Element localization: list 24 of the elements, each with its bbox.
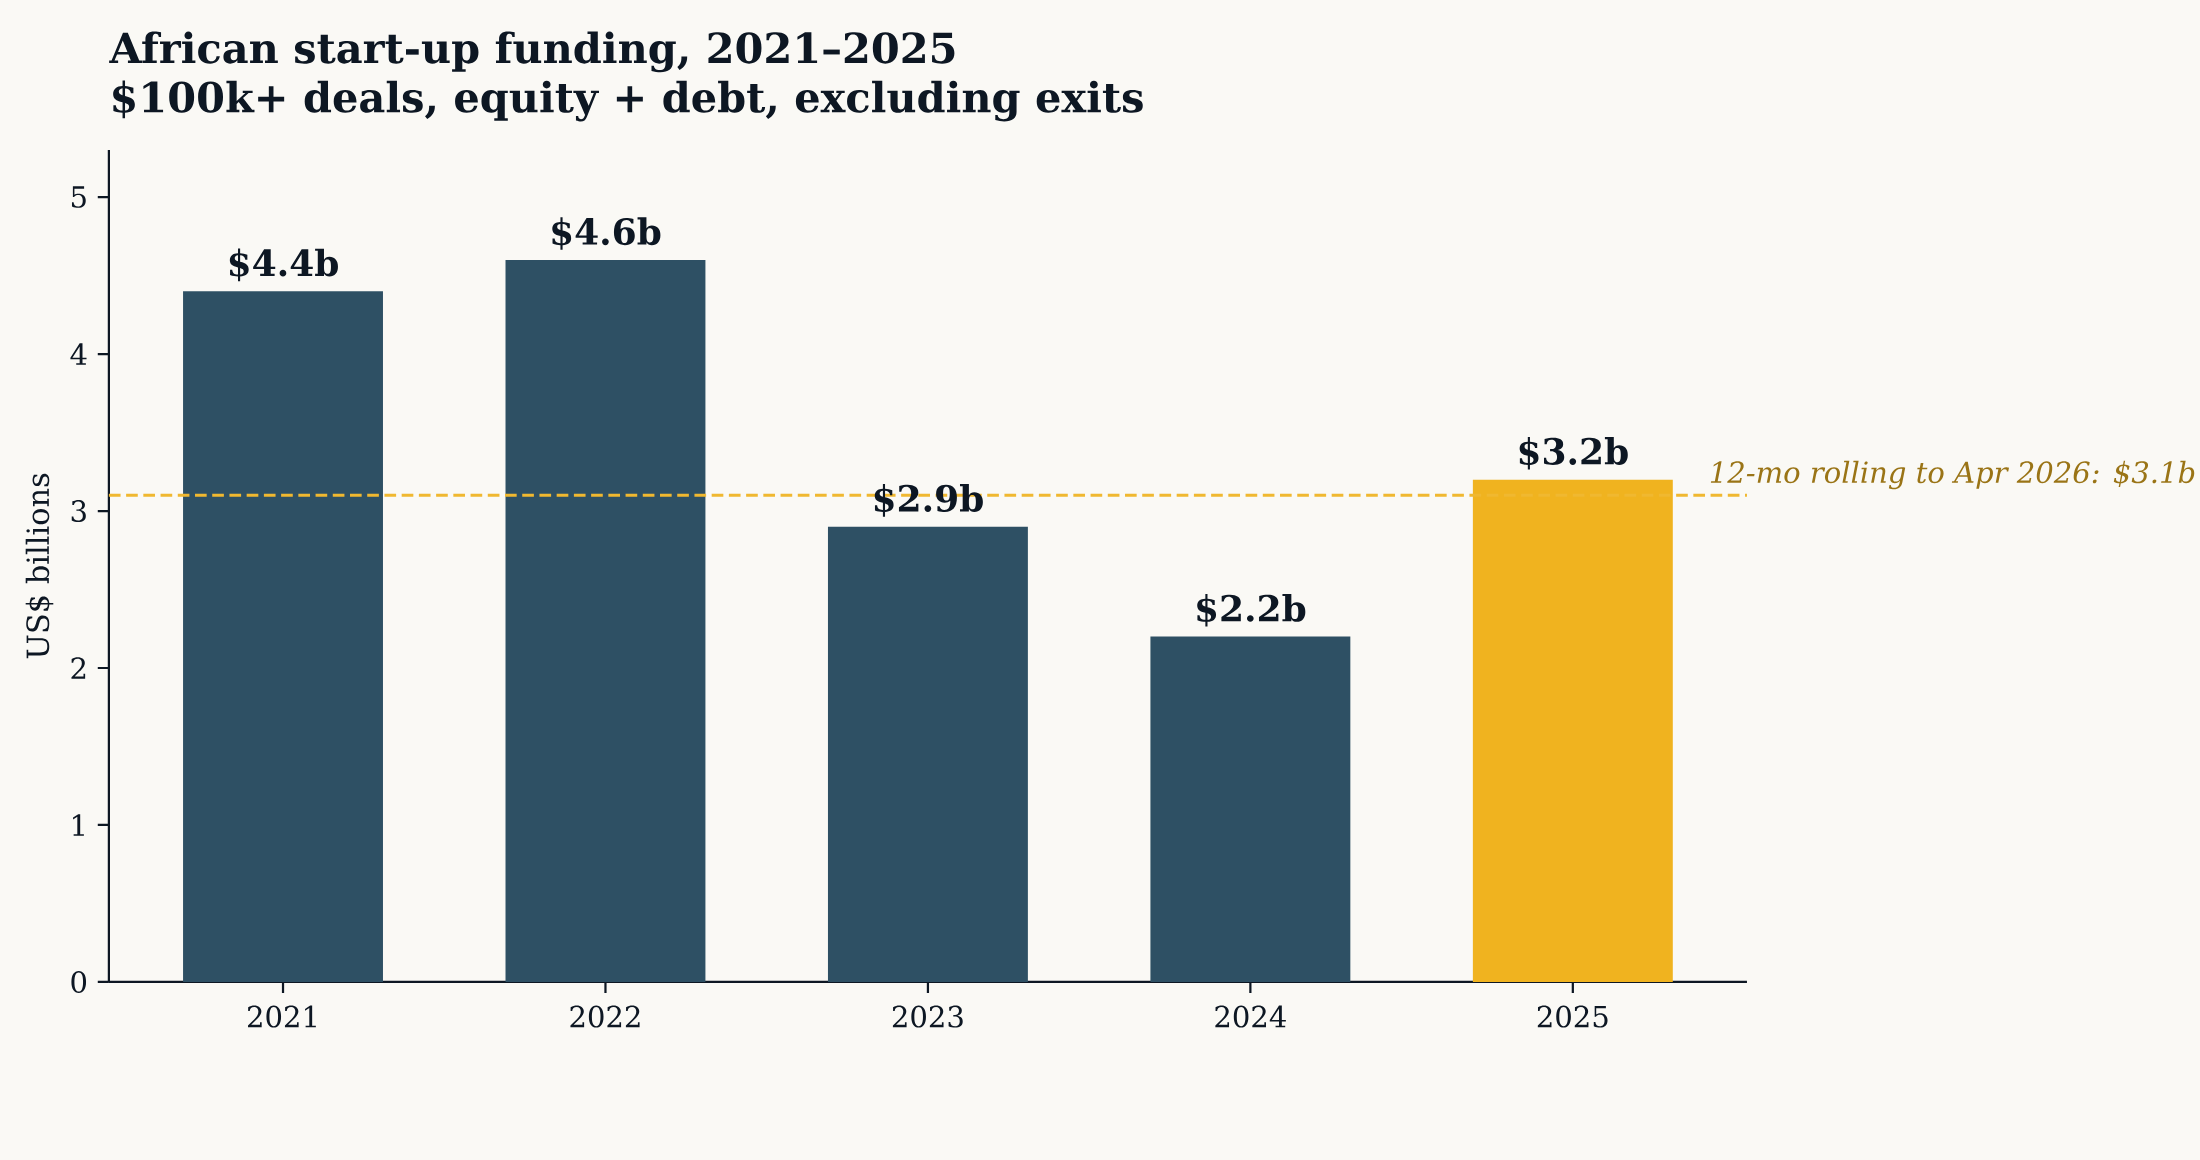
- x-tick-label: 2025: [1537, 1005, 1608, 1028]
- y-tick-label: 2: [71, 657, 86, 679]
- data-label: $4.4b: [229, 248, 338, 282]
- data-label: $2.2b: [1197, 593, 1306, 627]
- y-tick-label: 4: [70, 343, 87, 365]
- bar: [183, 291, 383, 982]
- chart-title: African start-up funding, 2021–2025: [109, 31, 955, 73]
- bar: [1150, 636, 1351, 982]
- x-tick-label: 2023: [892, 1005, 963, 1028]
- bar: [827, 526, 1028, 982]
- y-axis-title: US$ billions: [25, 473, 54, 659]
- x-tick-label: 2024: [1215, 1005, 1286, 1028]
- data-label: $4.6b: [552, 217, 661, 250]
- ref-line-label: 12-mo rolling to Apr 2026: $3.1b: [1710, 460, 2195, 490]
- y-tick-label: 1: [73, 814, 84, 836]
- y-tick-label: 3: [71, 500, 86, 522]
- y-tick-label: 5: [71, 186, 86, 208]
- bar: [505, 259, 706, 982]
- data-label: $3.2b: [1519, 436, 1628, 470]
- x-tick-label: 2022: [570, 1005, 640, 1028]
- chart-subtitle: $100k+ deals, equity + debt, excluding exits: [113, 80, 1143, 122]
- bar: [1472, 479, 1673, 982]
- y-tick-label: 0: [71, 970, 87, 993]
- x-tick-label: 2021: [247, 1005, 316, 1028]
